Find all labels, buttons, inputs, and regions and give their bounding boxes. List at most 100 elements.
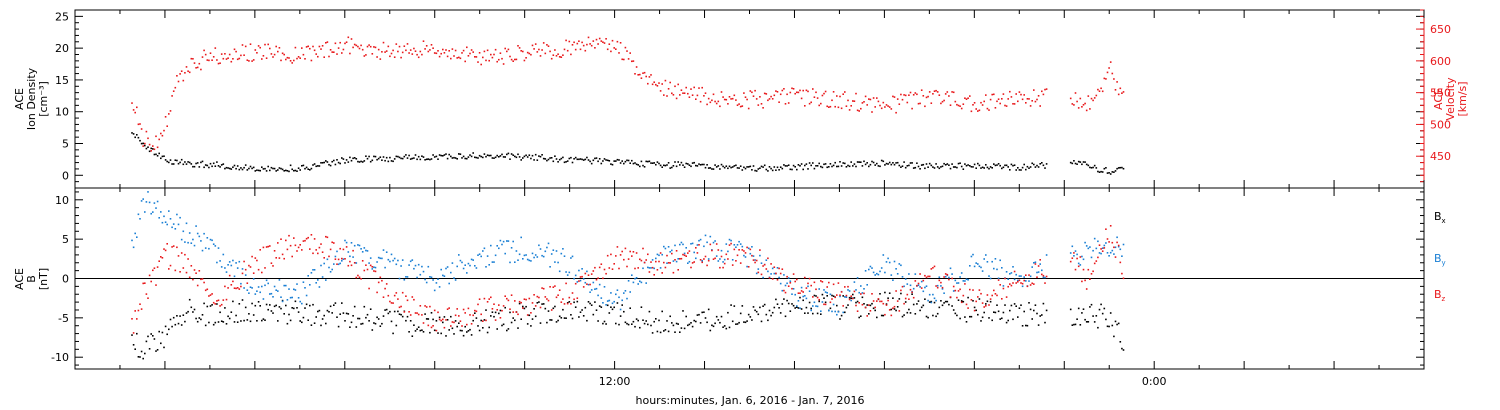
data-point bbox=[510, 153, 513, 155]
data-point bbox=[704, 234, 707, 237]
data-point bbox=[363, 269, 366, 272]
data-point bbox=[147, 137, 149, 140]
data-point bbox=[232, 280, 234, 283]
data-point bbox=[458, 254, 460, 256]
data-point bbox=[424, 48, 426, 50]
data-point bbox=[421, 265, 423, 268]
data-point bbox=[480, 63, 482, 66]
data-point bbox=[142, 145, 144, 147]
data-point bbox=[611, 302, 614, 305]
data-point bbox=[533, 294, 535, 296]
data-point bbox=[384, 287, 386, 290]
data-point bbox=[707, 258, 710, 260]
data-point bbox=[590, 273, 593, 275]
data-point bbox=[655, 163, 657, 166]
data-point bbox=[277, 50, 279, 53]
data-point bbox=[131, 132, 133, 134]
data-point bbox=[573, 301, 575, 304]
data-point bbox=[693, 251, 695, 254]
data-point bbox=[996, 268, 998, 271]
data-point bbox=[632, 281, 635, 284]
data-point bbox=[730, 239, 732, 242]
data-point bbox=[261, 58, 263, 60]
data-point bbox=[736, 323, 739, 325]
data-point bbox=[791, 287, 793, 290]
data-point bbox=[624, 321, 627, 324]
data-point bbox=[739, 105, 742, 108]
data-point bbox=[185, 312, 188, 314]
data-point bbox=[450, 155, 452, 158]
data-point bbox=[983, 258, 985, 260]
data-point bbox=[448, 307, 450, 309]
data-point bbox=[512, 240, 514, 243]
data-point bbox=[930, 164, 933, 167]
data-point bbox=[970, 299, 973, 301]
data-point bbox=[366, 45, 369, 48]
data-point bbox=[155, 153, 157, 156]
data-point bbox=[613, 263, 615, 265]
data-point bbox=[602, 322, 604, 325]
data-point bbox=[812, 312, 814, 315]
data-point bbox=[856, 277, 859, 279]
data-point bbox=[1103, 77, 1106, 80]
data-point bbox=[409, 320, 412, 322]
data-point bbox=[1044, 282, 1046, 284]
data-point bbox=[868, 165, 870, 168]
data-point bbox=[534, 254, 537, 256]
data-point bbox=[967, 279, 969, 281]
data-point bbox=[409, 49, 412, 51]
y-tick-label: 0 bbox=[62, 273, 69, 286]
data-point bbox=[350, 159, 353, 162]
data-point bbox=[1084, 279, 1086, 282]
data-point bbox=[1100, 87, 1102, 90]
data-point bbox=[938, 167, 941, 170]
data-point bbox=[656, 85, 659, 87]
data-point bbox=[749, 316, 752, 318]
data-point bbox=[1117, 93, 1120, 96]
data-point bbox=[578, 316, 580, 318]
data-point bbox=[848, 290, 851, 292]
data-point bbox=[610, 306, 612, 308]
data-point bbox=[317, 165, 319, 167]
data-point bbox=[786, 275, 788, 278]
data-point bbox=[161, 257, 164, 259]
data-point bbox=[936, 312, 939, 315]
data-point bbox=[993, 311, 995, 313]
data-point bbox=[328, 55, 330, 58]
data-point bbox=[805, 89, 808, 92]
data-point bbox=[813, 294, 816, 297]
data-point bbox=[1085, 245, 1088, 247]
data-point bbox=[525, 57, 527, 59]
data-point bbox=[475, 267, 478, 269]
data-point bbox=[419, 329, 422, 332]
data-point bbox=[783, 274, 785, 276]
data-point bbox=[725, 327, 728, 330]
data-point bbox=[714, 240, 716, 242]
data-point bbox=[688, 164, 691, 166]
data-point bbox=[542, 287, 545, 290]
data-point bbox=[446, 319, 449, 321]
data-point bbox=[820, 313, 822, 315]
data-point bbox=[368, 320, 370, 322]
velocity-tick-label: 650 bbox=[1430, 23, 1451, 36]
data-point bbox=[459, 153, 462, 155]
data-point bbox=[398, 313, 401, 315]
data-point bbox=[1028, 280, 1030, 282]
data-point bbox=[932, 166, 934, 168]
data-point bbox=[743, 92, 745, 94]
data-point bbox=[318, 286, 321, 288]
data-point bbox=[243, 166, 245, 169]
data-point bbox=[257, 286, 260, 288]
data-point bbox=[353, 262, 356, 264]
data-point bbox=[554, 49, 556, 51]
data-point bbox=[349, 156, 351, 159]
data-point bbox=[778, 276, 780, 279]
data-point bbox=[927, 316, 929, 319]
data-point bbox=[743, 254, 745, 257]
data-point bbox=[836, 95, 838, 97]
data-point bbox=[387, 45, 390, 48]
data-point bbox=[611, 39, 614, 42]
data-point bbox=[382, 249, 385, 251]
data-point bbox=[502, 240, 505, 243]
data-point bbox=[137, 136, 140, 139]
